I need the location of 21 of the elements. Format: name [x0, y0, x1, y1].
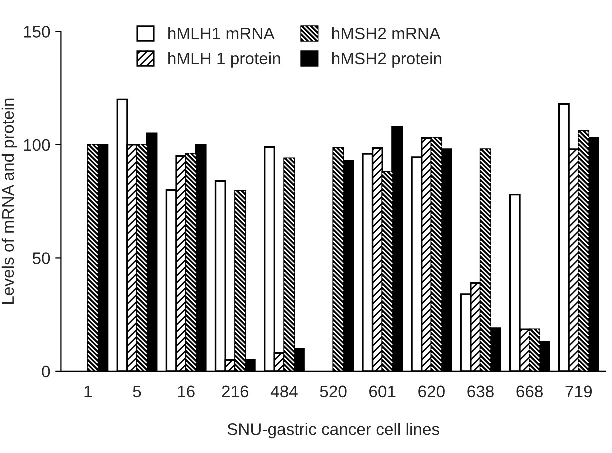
x-tick-label: 520	[320, 386, 347, 398]
x-tick-label: 216	[222, 386, 249, 398]
x-tick-label: 484	[270, 386, 298, 398]
x-axis-title: SNU-gastric cancer cell lines	[228, 423, 440, 439]
x-tick-label: 719	[566, 386, 592, 398]
x-tick-label: 5	[133, 386, 142, 398]
x-tick-label: 638	[468, 386, 494, 398]
y-tick-label: 150	[24, 26, 50, 38]
x-tick-label: 601	[370, 386, 396, 398]
x-tick-label: 668	[516, 386, 543, 398]
y-tick-label: 100	[24, 139, 50, 152]
x-tick-label: 620	[418, 386, 445, 398]
legend-label: hMSH2 mRNA	[332, 27, 441, 40]
y-tick-label: 0	[42, 366, 50, 378]
legend-label: hMSH2 protein	[332, 52, 442, 68]
x-tick-label: 16	[178, 386, 195, 398]
y-tick-label: 50	[32, 252, 50, 264]
x-tick-label: 1	[84, 386, 92, 398]
legend-label: hMLH 1 protein	[168, 52, 280, 68]
y-axis-title: Levels of mRNA and protein	[2, 98, 18, 304]
legend-label: hMLH1 mRNA	[168, 27, 275, 40]
